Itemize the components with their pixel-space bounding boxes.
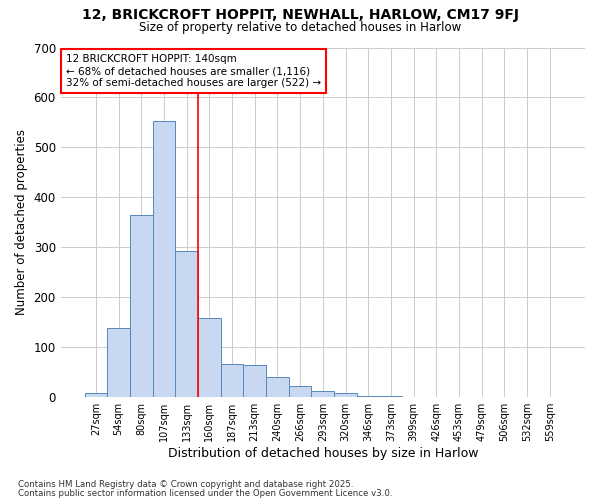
Bar xyxy=(289,386,311,397)
Bar xyxy=(130,215,152,397)
Text: 12 BRICKCROFT HOPPIT: 140sqm
← 68% of detached houses are smaller (1,116)
32% of: 12 BRICKCROFT HOPPIT: 140sqm ← 68% of de… xyxy=(66,54,321,88)
Bar xyxy=(357,396,380,397)
Bar xyxy=(152,122,175,397)
Bar xyxy=(107,328,130,397)
Y-axis label: Number of detached properties: Number of detached properties xyxy=(15,130,28,316)
Bar xyxy=(244,364,266,397)
Bar xyxy=(85,393,107,397)
X-axis label: Distribution of detached houses by size in Harlow: Distribution of detached houses by size … xyxy=(167,447,478,460)
Text: Size of property relative to detached houses in Harlow: Size of property relative to detached ho… xyxy=(139,21,461,34)
Bar xyxy=(266,377,289,397)
Text: 12, BRICKCROFT HOPPIT, NEWHALL, HARLOW, CM17 9FJ: 12, BRICKCROFT HOPPIT, NEWHALL, HARLOW, … xyxy=(82,8,518,22)
Text: Contains public sector information licensed under the Open Government Licence v3: Contains public sector information licen… xyxy=(18,489,392,498)
Text: Contains HM Land Registry data © Crown copyright and database right 2025.: Contains HM Land Registry data © Crown c… xyxy=(18,480,353,489)
Bar xyxy=(221,364,244,397)
Bar xyxy=(334,393,357,397)
Bar xyxy=(311,390,334,397)
Bar xyxy=(380,396,402,397)
Bar xyxy=(175,251,198,397)
Bar xyxy=(198,318,221,397)
